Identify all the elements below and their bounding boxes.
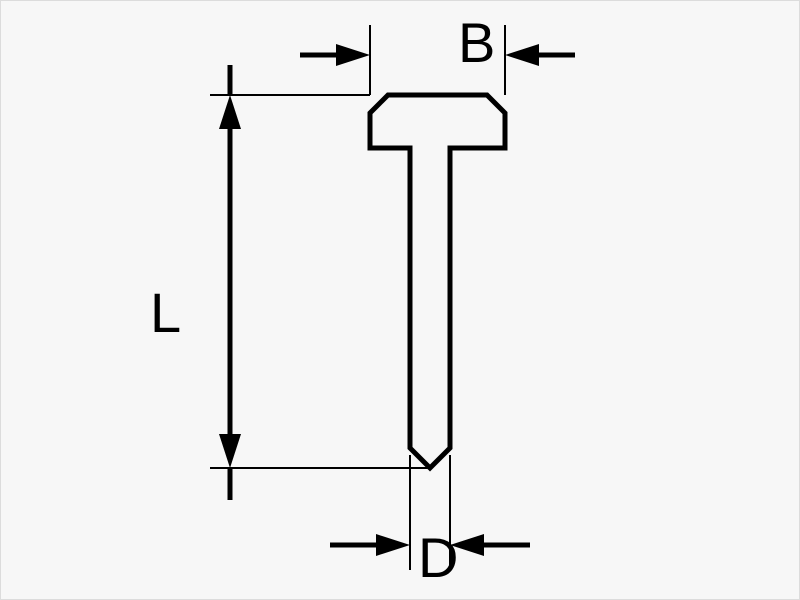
background-rect [1,1,800,600]
diagram-canvas: B L D [0,0,800,600]
dim-label-B: B [458,10,495,75]
dim-label-D: D [418,525,458,590]
dim-label-L: L [150,280,181,345]
dimension-svg [0,0,800,600]
